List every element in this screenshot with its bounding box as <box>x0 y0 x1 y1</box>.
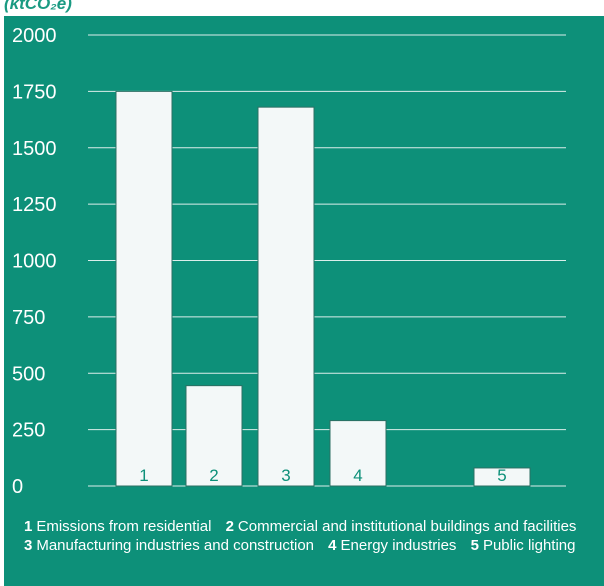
bar-category-label: 5 <box>497 466 506 485</box>
legend-item-3: 3 Manufacturing industries and constructi… <box>24 537 314 554</box>
chart-panel: 0 250 500 750 1000 1250 1500 1750 2000 1 2 3 4 5 1 Emi… <box>4 16 604 586</box>
bar-category-label: 3 <box>281 466 290 485</box>
y-tick-label: 250 <box>12 420 45 442</box>
y-tick-label: 1750 <box>12 81 57 103</box>
legend-item-4: 4 Energy industries <box>328 537 457 554</box>
y-tick-label: 500 <box>12 363 45 385</box>
y-tick-label: 1500 <box>12 138 57 160</box>
unit-label: (ktCO₂e) <box>4 0 72 13</box>
legend-item-1: 1 Emissions from residential <box>24 518 212 535</box>
legend: 1 Emissions from residential 2 Commercial … <box>24 517 602 555</box>
bar-2 <box>185 385 243 487</box>
bar-category-label: 2 <box>209 466 218 485</box>
legend-item-5: 5 Public lighting <box>470 537 576 554</box>
y-tick-label: 750 <box>12 307 45 329</box>
bar-1 <box>115 90 173 487</box>
y-tick-label: 2000 <box>12 25 57 47</box>
bar-4 <box>329 420 387 487</box>
bar-category-label: 4 <box>353 466 362 485</box>
legend-item-2: 2 Commercial and institutional buildings … <box>225 518 577 535</box>
bar-3 <box>257 106 315 487</box>
bar-5 <box>473 467 531 487</box>
y-tick-label: 1000 <box>12 251 57 273</box>
y-tick-label: 1250 <box>12 194 57 216</box>
bar-chart: 0 250 500 750 1000 1250 1500 1750 2000 1 2 3 4 5 <box>12 25 566 498</box>
y-tick-label: 0 <box>12 476 23 498</box>
bar-category-label: 1 <box>139 466 148 485</box>
